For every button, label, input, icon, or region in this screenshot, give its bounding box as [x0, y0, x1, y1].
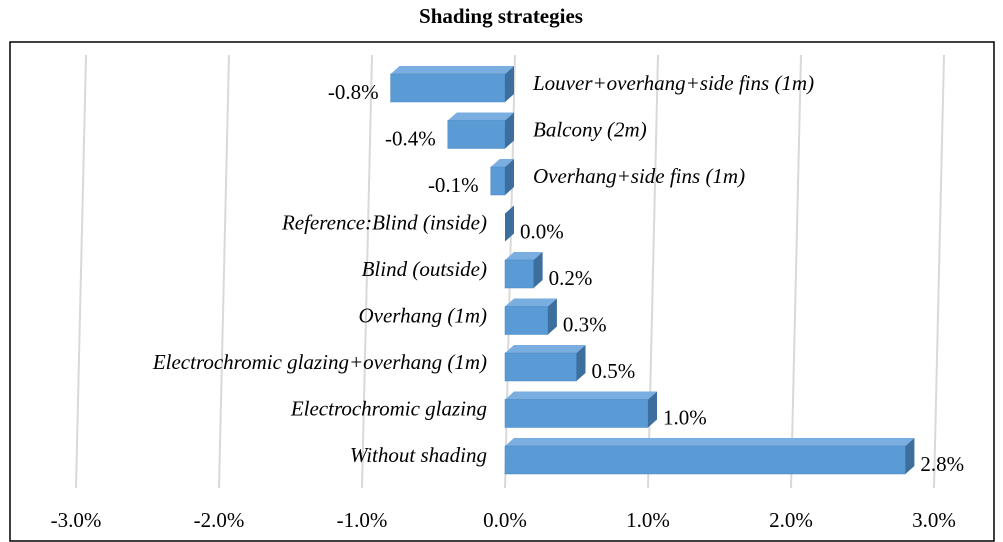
bar-side — [505, 205, 514, 242]
value-label: -0.1% — [428, 173, 479, 197]
bar-side — [648, 391, 657, 428]
bar — [504, 259, 534, 289]
category-label: Blind (outside) — [362, 257, 487, 281]
bar-side — [547, 298, 557, 335]
bar-top — [490, 159, 514, 167]
grid-line — [933, 54, 945, 489]
category-label: Balcony (2m) — [533, 117, 647, 141]
x-tick-label: 3.0% — [912, 508, 956, 532]
x-tick-label: -2.0% — [194, 508, 245, 532]
bar — [504, 399, 649, 428]
value-label: 1.0% — [663, 405, 707, 429]
category-label: Overhang (1m) — [358, 303, 487, 327]
category-label: Without shading — [350, 443, 487, 467]
bar-side — [533, 252, 543, 288]
x-tick-label: -1.0% — [337, 508, 388, 532]
value-label: 0.3% — [563, 312, 607, 336]
bar — [504, 445, 906, 475]
category-label: Overhang+side fins (1m) — [533, 164, 745, 188]
value-label: 0.0% — [520, 219, 564, 243]
grid-line — [361, 54, 373, 489]
x-tick-label: 0.0% — [483, 508, 527, 532]
grid-line — [790, 54, 802, 489]
plot-border — [9, 41, 995, 542]
bar-side — [505, 112, 514, 149]
grid-line — [218, 54, 230, 489]
bar — [390, 73, 506, 103]
bar-top — [505, 345, 586, 353]
bar — [490, 166, 506, 196]
category-label: Louver+overhang+side fins (1m) — [532, 71, 814, 95]
value-label: 0.5% — [592, 359, 636, 383]
bar-top — [505, 391, 657, 400]
bar-side — [905, 438, 915, 474]
value-label: 2.8% — [920, 452, 964, 476]
value-label: 0.2% — [549, 266, 593, 290]
bar — [504, 352, 577, 382]
bar-top — [505, 298, 557, 307]
value-label: -0.8% — [328, 80, 379, 104]
bar-top — [390, 66, 514, 74]
chart-title: Shading strategies — [419, 4, 583, 28]
x-tick-label: -3.0% — [51, 508, 102, 532]
bar-top — [505, 252, 543, 260]
bar-top — [505, 438, 915, 446]
grid-line — [75, 54, 87, 489]
value-label: -0.4% — [385, 126, 436, 150]
category-label: Electrochromic glazing+overhang (1m) — [152, 350, 487, 374]
x-tick-label: 1.0% — [626, 508, 670, 532]
bar-side — [505, 159, 514, 195]
category-label: Reference:Blind (inside) — [281, 210, 487, 234]
category-label: Electrochromic glazing — [290, 396, 487, 420]
bar — [447, 120, 506, 149]
bar — [504, 306, 549, 335]
bar-top — [447, 112, 514, 121]
x-tick-label: 2.0% — [769, 508, 813, 532]
bar-side — [505, 66, 514, 102]
bar-side — [576, 345, 586, 381]
